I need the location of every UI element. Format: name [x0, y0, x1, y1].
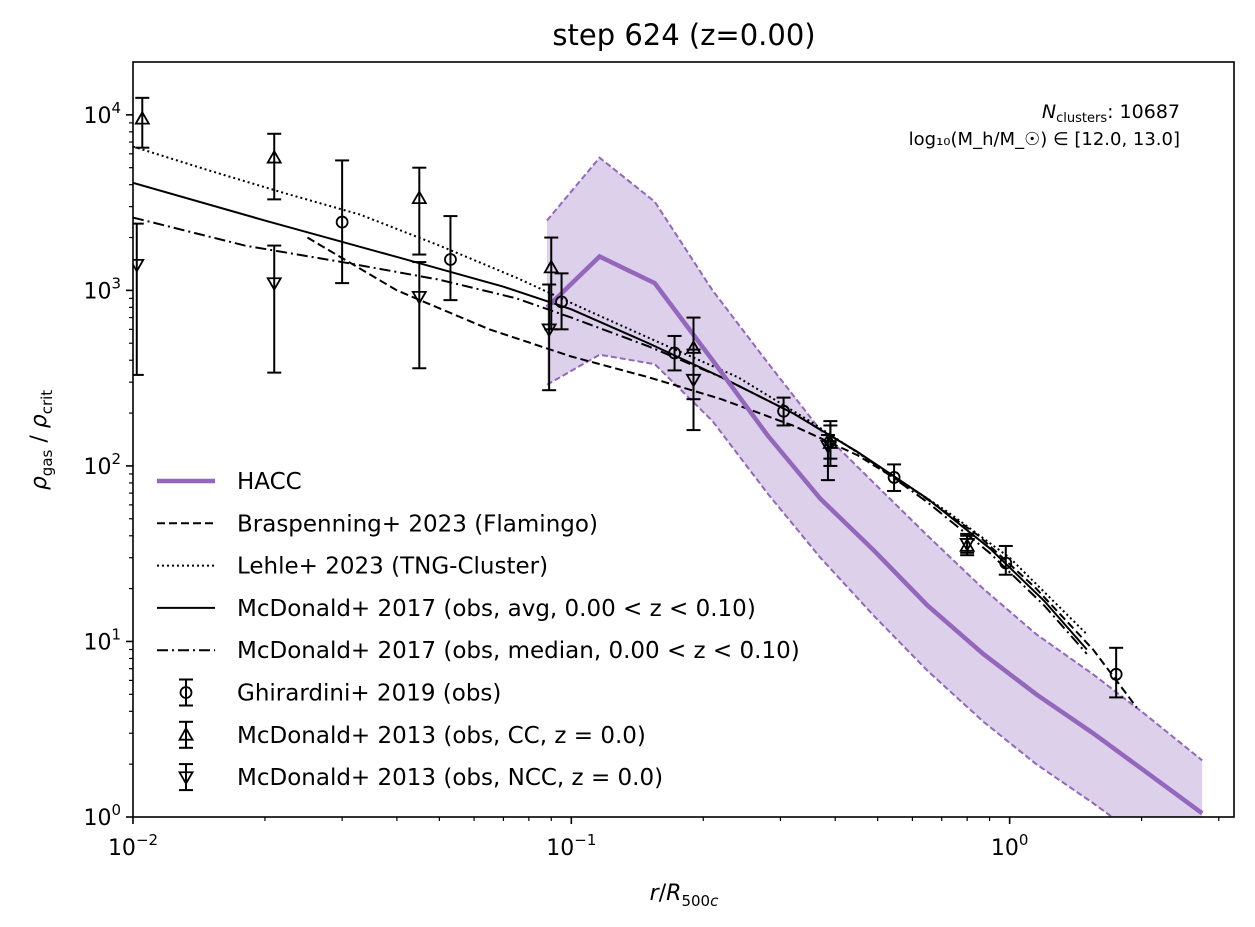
legend-label-5: Ghirardini+ 2019 (obs) [237, 681, 501, 707]
legend-label-0: HACC [237, 469, 302, 495]
data-point-0-4 [777, 404, 790, 418]
legend-label-3: McDonald+ 2017 (obs, avg, 0.00 < z < 0.1… [237, 596, 756, 622]
legend-marker-5 [179, 686, 193, 699]
chart-title: step 624 (z=0.00) [552, 18, 815, 52]
x-tick-label-1: 10−1 [546, 831, 596, 861]
data-point-1-0 [134, 110, 151, 125]
y-tick-label-4: 104 [83, 99, 121, 129]
data-point-2-2 [411, 290, 428, 306]
data-point-1-1 [266, 149, 283, 164]
y-axis-label: ρgas / ρcrit [27, 390, 56, 490]
plot-data-layer [133, 96, 1204, 817]
legend-marker-6 [177, 726, 195, 741]
y-tick-label-3: 103 [83, 274, 121, 304]
legend-label-6: McDonald+ 2013 (obs, CC, z = 0.0) [237, 723, 646, 749]
legend-label-4: McDonald+ 2017 (obs, median, 0.00 < z < … [237, 638, 800, 664]
annotation-n-clusters: Nclusters: 10687 [1042, 101, 1180, 126]
annotation-mass-range: log₁₀(M_h/M_☉) ∈ [12.0, 13.0] [909, 129, 1180, 150]
axes: 10−2 10−1 100 100 101 102 103 104 [83, 99, 1220, 861]
data-point-2-4 [685, 373, 702, 388]
series-line-1 [133, 145, 1088, 635]
series-line-3 [133, 216, 1088, 655]
data-point-1-2 [411, 189, 428, 204]
data-point-0-0 [335, 215, 349, 229]
data-point-2-5 [819, 440, 836, 455]
data-point-2-6 [959, 538, 976, 553]
y-tick-label-2: 102 [83, 450, 121, 480]
x-axis-label: r/R500c [650, 881, 719, 910]
legend-label-7: McDonald+ 2013 (obs, NCC, z = 0.0) [237, 765, 663, 791]
data-point-0-6 [887, 471, 901, 484]
data-point-0-8 [1109, 667, 1123, 681]
legend-marker-7 [177, 771, 195, 786]
data-point-0-2 [555, 295, 568, 309]
data-point-0-1 [444, 253, 457, 266]
data-point-0-3 [668, 346, 681, 360]
hacc-upper-line [546, 156, 1203, 762]
y-tick-label-0: 100 [83, 801, 121, 831]
hacc-lower-line [546, 353, 1114, 817]
data-point-2-3 [541, 323, 558, 338]
legend: HACC Braspenning+ 2023 (Flamingo) Lehle+ 2… [157, 469, 800, 792]
legend-label-1: Braspenning+ 2023 (Flamingo) [237, 511, 598, 537]
x-tick-label-2: 100 [991, 831, 1029, 861]
data-point-0-7 [999, 556, 1013, 570]
legend-label-2: Lehle+ 2023 (TNG-Cluster) [237, 554, 548, 580]
data-point-2-1 [266, 277, 283, 292]
x-tick-label-0: 10−2 [108, 831, 158, 861]
series-line-0 [306, 236, 1138, 709]
plot-frame [132, 61, 1235, 818]
hacc-median-line [545, 253, 1204, 816]
data-point-1-3 [543, 259, 560, 274]
hacc-band [546, 157, 1203, 817]
y-tick-label-1: 101 [83, 625, 121, 655]
